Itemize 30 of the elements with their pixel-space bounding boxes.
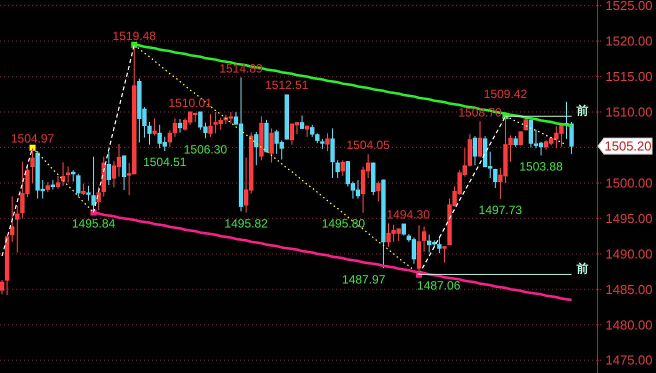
y-tick-label: 1525.00 bbox=[606, 0, 652, 14]
annotation: 1519.48 bbox=[112, 28, 156, 43]
y-tick-label: 1510.00 bbox=[606, 104, 652, 120]
series-label: 前 bbox=[576, 103, 589, 118]
annotation: 1487.06 bbox=[417, 278, 461, 293]
annotation: 1487.97 bbox=[342, 272, 386, 286]
annotation: 1506.30 bbox=[184, 142, 228, 156]
annotation: 1494.30 bbox=[386, 207, 430, 222]
series-label: 前 bbox=[576, 261, 589, 276]
y-tick-label: 1520.00 bbox=[606, 34, 652, 49]
y-tick-label: 1495.00 bbox=[606, 210, 652, 226]
annotation: 1503.88 bbox=[519, 159, 564, 174]
y-tick-label: 1485.00 bbox=[606, 282, 652, 297]
y-tick-label: 1500.00 bbox=[606, 175, 652, 190]
y-tick-label: 1480.00 bbox=[606, 317, 652, 332]
annotation: 1510.01 bbox=[168, 96, 212, 110]
annotation: 1504.51 bbox=[143, 154, 187, 169]
y-tick-label: 1515.00 bbox=[606, 69, 652, 84]
annotation: 1509.42 bbox=[484, 87, 528, 102]
annotation: 1514.89 bbox=[219, 61, 264, 76]
annotation: 1495.84 bbox=[72, 216, 116, 230]
annotation: 1495.82 bbox=[224, 216, 268, 231]
annotation: 1495.80 bbox=[322, 216, 366, 231]
y-tick-label: 1490.00 bbox=[606, 246, 652, 262]
annotation: 1512.51 bbox=[265, 78, 309, 92]
annotation: 1497.73 bbox=[478, 203, 522, 218]
price-tag: 1505.20 bbox=[597, 138, 652, 155]
y-tick-label: 1475.00 bbox=[606, 352, 652, 368]
annotation: 1504.05 bbox=[346, 138, 390, 152]
annotation: 1504.97 bbox=[10, 132, 55, 146]
